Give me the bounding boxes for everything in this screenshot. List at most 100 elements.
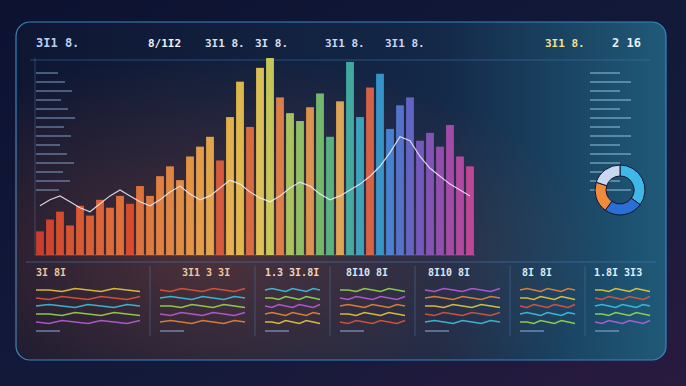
footer-sparkline (160, 313, 245, 316)
footer-sparkline (425, 313, 500, 316)
bar (66, 225, 74, 255)
bar (86, 216, 94, 255)
side-text-line (36, 189, 59, 191)
bar (446, 125, 454, 255)
side-text-line (590, 99, 631, 101)
y-axis-line (35, 58, 36, 255)
header-rule (30, 60, 650, 61)
footer-divider (585, 266, 586, 336)
pie-slice (595, 182, 612, 210)
footer-sparkline (36, 305, 140, 308)
bar (186, 157, 194, 256)
side-text-line (590, 144, 620, 146)
bar (236, 82, 244, 255)
bar (126, 204, 134, 255)
bar (406, 97, 414, 255)
footer-sparkline (425, 289, 500, 292)
bar (136, 186, 144, 255)
footer-sparkline (265, 321, 320, 324)
side-text-line (36, 180, 70, 182)
footer-sparkline (36, 289, 140, 292)
annotation: 2 16 (612, 36, 641, 50)
footer-sparkline (265, 289, 320, 292)
side-text-line (590, 117, 631, 119)
bar (56, 212, 64, 255)
annotation: 3I1 8. (545, 37, 585, 50)
panel (16, 22, 666, 360)
footer-sparkline (520, 313, 575, 316)
side-text-line (590, 135, 631, 137)
footer-text-line (595, 330, 619, 332)
footer-sparkline (595, 321, 650, 324)
bar (336, 101, 344, 255)
bar (306, 107, 314, 255)
footer-sparkline (520, 297, 575, 300)
bar (196, 147, 204, 255)
bar (256, 68, 264, 255)
bar (426, 133, 434, 255)
bar (416, 141, 424, 255)
footer-text-line (36, 330, 60, 332)
bar (366, 88, 374, 255)
bar (226, 117, 234, 255)
bar (326, 137, 334, 255)
bar (456, 157, 464, 256)
footer-sparkline (340, 313, 405, 316)
side-text-line (36, 117, 75, 119)
side-text-line (36, 90, 72, 92)
bar (396, 105, 404, 255)
bar (266, 58, 274, 255)
footer-sparkline (265, 313, 320, 316)
footer-sparkline (160, 289, 245, 292)
footer-sparkline (265, 305, 320, 308)
footer-sparkline (265, 297, 320, 300)
footer-sparkline (520, 289, 575, 292)
footer-divider (255, 266, 256, 336)
footer-sparkline (36, 297, 140, 300)
footer-sparkline (425, 305, 500, 308)
side-text-line (590, 90, 620, 92)
annotation: 3I1 3 3I (182, 267, 230, 278)
footer-text-line (160, 330, 184, 332)
annotation: 1.8I 3I3 (594, 267, 642, 278)
side-text-line (36, 99, 61, 101)
bar (276, 97, 284, 255)
footer-divider (150, 266, 151, 336)
bar (166, 166, 174, 255)
annotation: 3I1 8. (325, 37, 365, 50)
footer-text-line (265, 330, 289, 332)
annotation: 3I 8. (255, 37, 288, 50)
side-text-line (36, 126, 64, 128)
bar (76, 206, 84, 255)
bar (246, 127, 254, 255)
annotation: 1.3 3I.8I (265, 267, 319, 278)
annotation: 8/1I2 (148, 37, 181, 50)
footer-sparkline (595, 297, 650, 300)
footer-text-line (425, 330, 449, 332)
footer-sparkline (36, 313, 140, 316)
bar (176, 180, 184, 255)
bar (466, 166, 474, 255)
line (40, 137, 470, 212)
bar (96, 200, 104, 255)
side-text-line (590, 126, 620, 128)
side-text-line (36, 72, 58, 74)
footer-sparkline (595, 305, 650, 308)
footer-divider (415, 266, 416, 336)
side-text-line (36, 135, 71, 137)
bar (36, 231, 44, 255)
side-text-line (590, 162, 620, 164)
bar (376, 74, 384, 255)
bar (316, 93, 324, 255)
footer-sparkline (340, 321, 405, 324)
side-text-line (590, 153, 631, 155)
side-text-line (36, 81, 65, 83)
footer-text-line (340, 330, 364, 332)
annotation: 8I10 8I (428, 267, 470, 278)
footer-sparkline (340, 305, 405, 308)
footer-sparkline (36, 321, 140, 324)
footer-sparkline (160, 321, 245, 324)
bar (156, 176, 164, 255)
footer-sparkline (520, 305, 575, 308)
bar (106, 208, 114, 255)
